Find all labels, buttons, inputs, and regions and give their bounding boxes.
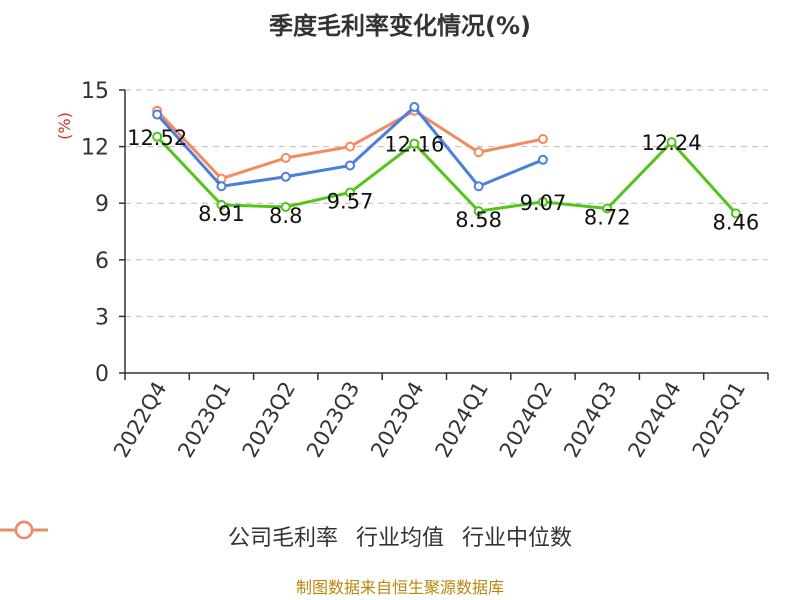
data-point [345, 160, 356, 171]
y-tick-label: 9 [95, 192, 109, 217]
x-tick-label: 2024Q3 [559, 378, 621, 462]
data-point [537, 154, 548, 165]
legend-label-company: 公司毛利率 [227, 526, 338, 551]
data-point [280, 201, 291, 212]
data-point [216, 181, 227, 192]
data-point [666, 137, 677, 148]
data-point [216, 199, 227, 210]
legend-item-industry-median[interactable]: 行业中位数 [0, 520, 573, 552]
series-line [156, 135, 737, 215]
data-point [537, 134, 548, 145]
data-point [345, 141, 356, 152]
x-tick-label: 2024Q1 [431, 378, 493, 462]
data-point [152, 131, 163, 142]
y-tick-label: 3 [95, 305, 109, 330]
data-point [537, 196, 548, 207]
legend-label-industry-median: 行业中位数 [462, 526, 573, 551]
source-note: 制图数据来自恒生聚源数据库 [295, 578, 504, 597]
data-label: 9.07 [520, 191, 567, 215]
data-point [730, 208, 741, 219]
data-label: 8.58 [455, 208, 502, 232]
y-tick-label: 15 [81, 79, 109, 104]
data-point [473, 147, 484, 158]
x-tick-label: 2022Q4 [109, 378, 171, 462]
data-label: 12.52 [127, 126, 187, 150]
x-tick-label: 2023Q3 [302, 378, 364, 462]
chart-title: 季度毛利率变化情况(%) [269, 12, 531, 40]
data-point [152, 109, 163, 120]
legend-label-industry-mean: 行业均值 [355, 526, 444, 551]
data-label: 12.16 [384, 133, 444, 157]
data-label: 8.46 [712, 210, 759, 234]
x-tick-label: 2023Q2 [238, 378, 300, 462]
data-label: 8.8 [269, 204, 302, 228]
data-point [473, 206, 484, 217]
data-point [409, 101, 420, 112]
data-point [473, 181, 484, 192]
legend-swatch-industry-median [0, 520, 48, 540]
data-label: 8.91 [198, 202, 245, 226]
legend: 公司毛利率 行业均值 行业中位数 [0, 520, 800, 552]
x-tick-label: 2024Q2 [495, 378, 557, 462]
data-point [602, 203, 613, 214]
y-tick-label: 6 [95, 249, 109, 274]
legend-item-industry-mean[interactable]: 行业均值 [0, 520, 444, 552]
data-point [409, 138, 420, 149]
data-point [280, 171, 291, 182]
y-tick-label: 0 [95, 362, 109, 387]
data-point [345, 187, 356, 198]
legend-item-company[interactable]: 公司毛利率 [0, 520, 338, 552]
x-tick-label: 2025Q1 [688, 378, 750, 462]
x-tick-label: 2023Q4 [366, 378, 428, 462]
x-tick-label: 2023Q1 [173, 378, 235, 462]
y-tick-label: 12 [81, 136, 109, 161]
data-label: 8.72 [584, 205, 631, 229]
data-label: 12.24 [641, 131, 701, 155]
data-label: 9.57 [327, 189, 374, 213]
data-point [280, 152, 291, 163]
y-axis-label: (%) [55, 112, 74, 140]
x-tick-label: 2024Q4 [623, 378, 685, 462]
